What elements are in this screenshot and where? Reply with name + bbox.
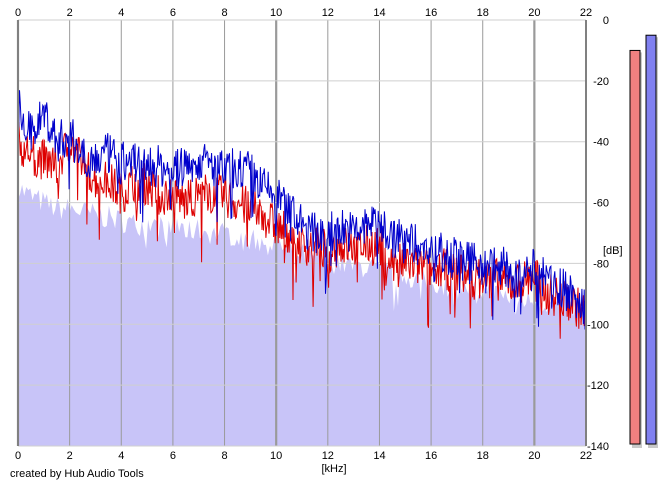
x-tick-label-bottom: 22 [580, 450, 592, 462]
x-tick-label-bottom: 8 [221, 450, 227, 462]
level-meter-bar-1 [629, 49, 641, 445]
x-tick-label-top: 8 [221, 7, 227, 19]
x-tick-label-bottom: 18 [477, 450, 489, 462]
y-axis-label: [dB] [603, 245, 623, 257]
x-tick-label-bottom: 16 [425, 450, 437, 462]
spectrum-line-series-2 [17, 90, 587, 330]
x-tick-label-bottom: 12 [322, 450, 334, 462]
x-tick-label-top: 12 [322, 7, 334, 19]
axis-layer: 002244668810101212141416161818202022220-… [15, 7, 609, 462]
x-tick-label-top: 22 [580, 7, 592, 19]
x-tick-label-top: 20 [528, 7, 540, 19]
x-tick-label-top: 2 [67, 7, 73, 19]
x-tick-label-top: 4 [118, 7, 124, 19]
x-tick-label-bottom: 20 [528, 450, 540, 462]
x-tick-label-bottom: 10 [270, 450, 282, 462]
x-tick-label-top: 0 [15, 7, 21, 19]
spectrum-fill-layer [18, 184, 586, 446]
x-tick-label-bottom: 0 [15, 450, 21, 462]
x-tick-label-bottom: 4 [118, 450, 124, 462]
spectrum-lines [17, 90, 587, 339]
x-tick-label-top: 16 [425, 7, 437, 19]
y-tick-label: -120 [587, 380, 609, 392]
spectrum-fill-area [18, 184, 586, 446]
y-tick-label: -140 [587, 441, 609, 453]
y-tick-label: 0 [603, 15, 609, 27]
y-tick-label: -20 [593, 76, 609, 88]
level-meters [629, 34, 658, 449]
x-tick-label-top: 14 [373, 7, 385, 19]
x-tick-label-bottom: 14 [373, 450, 385, 462]
x-tick-label-top: 18 [477, 7, 489, 19]
y-tick-label: -60 [593, 198, 609, 210]
y-tick-label: -40 [593, 137, 609, 149]
credit-text: created by Hub Audio Tools [10, 468, 144, 480]
x-tick-label-top: 6 [170, 7, 176, 19]
x-axis-label: [kHz] [321, 463, 346, 475]
x-tick-label-bottom: 2 [67, 450, 73, 462]
level-meter-bar-2 [645, 34, 657, 445]
x-tick-label-bottom: 6 [170, 450, 176, 462]
y-tick-label: -80 [593, 258, 609, 270]
x-tick-label-top: 10 [270, 7, 282, 19]
y-tick-label: -100 [587, 319, 609, 331]
